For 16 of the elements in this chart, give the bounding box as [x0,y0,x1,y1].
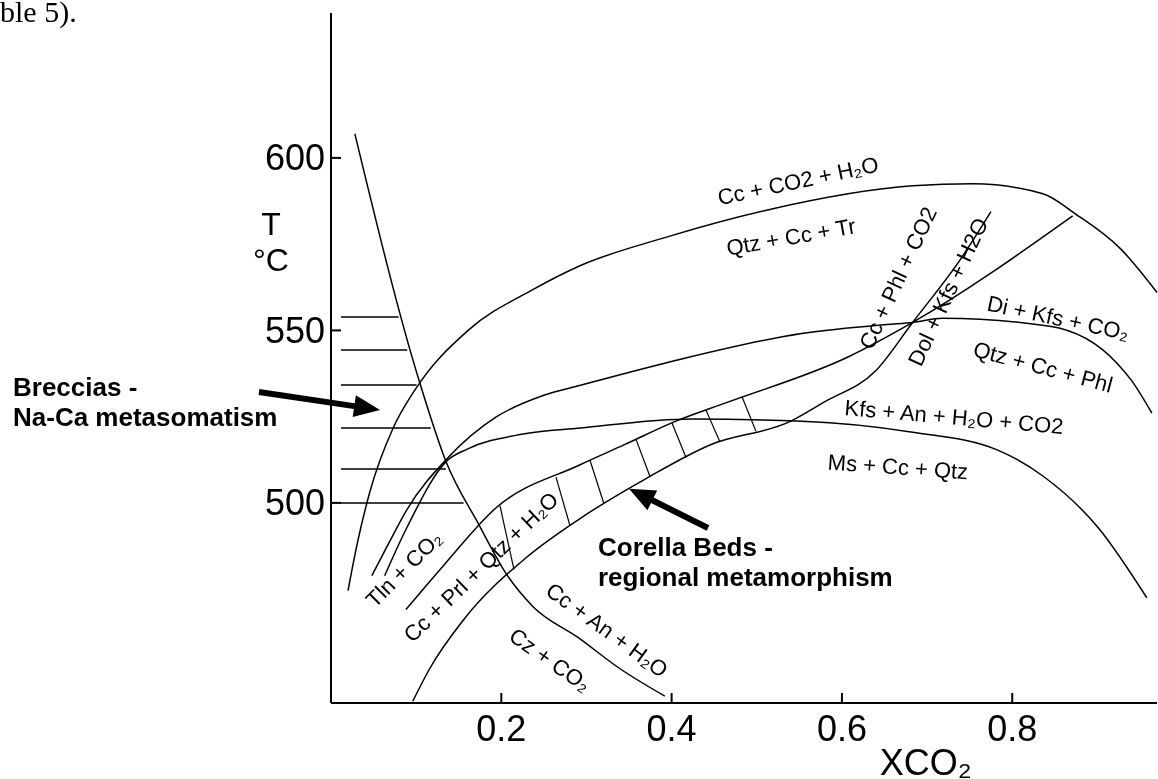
text: Breccias - Na-Ca metasomatism [13,372,278,432]
x-tick-label: 0.8 [987,708,1038,749]
y-tick-label: 500 [264,482,325,524]
annotation: Corella Beds - regional metamorphism [598,532,893,592]
y-axis-title: T °C [253,206,289,278]
x-tick-label: 0.6 [816,708,867,749]
annotation: Kfs + An + H₂O + CO2 [843,394,1065,440]
annotation: Cc + CO2 + H₂O [715,151,881,211]
text: ble 5). [0,0,77,29]
annotation: Ms + Cc + Qtz [827,449,969,485]
annotation: Qtz + Cc + Tr [724,213,858,261]
x-tick-label: 0.2 [476,708,527,749]
y-tick-label: 600 [264,137,325,179]
x-tick-label: 0.4 [646,708,697,749]
x-axis-title: XCO₂ [879,742,972,779]
y-tick-label: 550 [264,309,325,351]
